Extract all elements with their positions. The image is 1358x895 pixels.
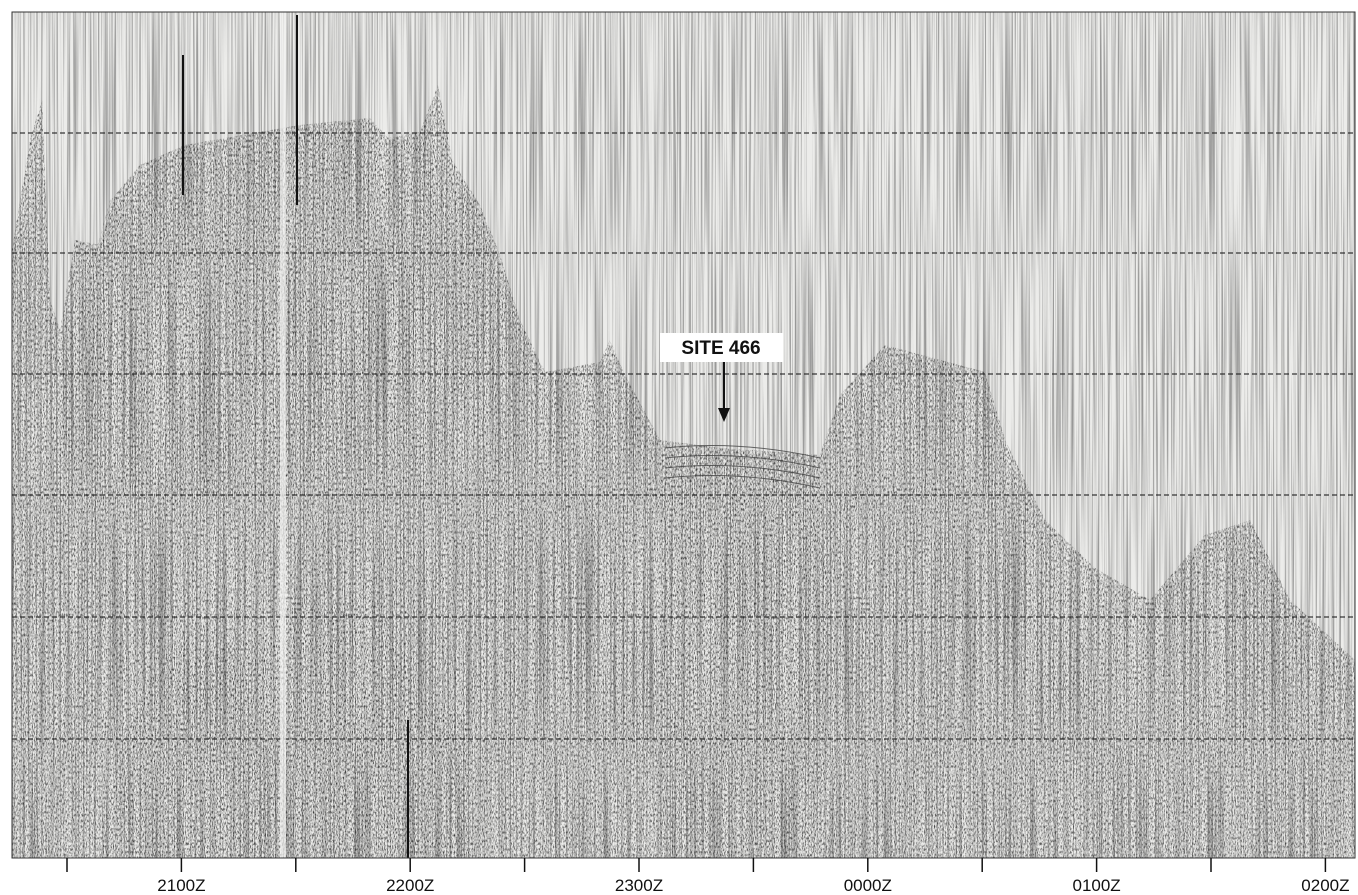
basin-fill <box>660 445 830 858</box>
time-label: 0000Z <box>844 876 892 895</box>
time-label: 2100Z <box>157 876 205 895</box>
annotation: SITE 466 <box>681 338 760 359</box>
time-label: 0100Z <box>1072 876 1120 895</box>
gap-streak <box>280 12 286 858</box>
time-axis: 2100Z 2200Z 2300Z 0000Z 0100Z 0200Z <box>67 858 1350 895</box>
time-label: 0200Z <box>1301 876 1349 895</box>
seismic-record <box>12 12 1355 858</box>
seismic-figure: SITE 466 2100Z 2200Z 2300Z 0000Z 0100Z 0200Z <box>0 0 1358 895</box>
time-label: 2200Z <box>386 876 434 895</box>
time-label: 2300Z <box>615 876 663 895</box>
